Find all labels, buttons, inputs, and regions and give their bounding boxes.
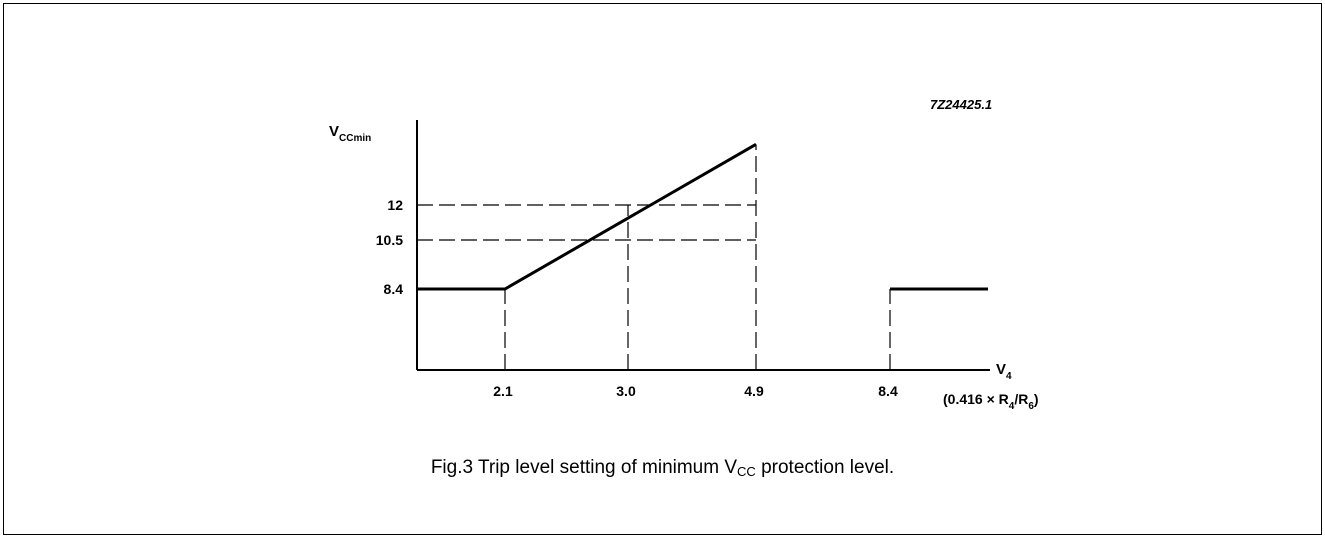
y-tick-label: 12 xyxy=(387,197,403,213)
y-axis-label: VCCmin xyxy=(329,123,371,144)
x-tick-label: 2.1 xyxy=(493,383,513,399)
figure-frame xyxy=(3,3,1322,535)
x-axis-label: V4 xyxy=(996,361,1012,382)
y-tick-label: 10.5 xyxy=(376,232,403,248)
y-tick-label: 8.4 xyxy=(384,281,404,297)
figure-code: 7Z24425.1 xyxy=(930,97,992,112)
x-tick-label: 4.9 xyxy=(744,383,764,399)
series-segment-1 xyxy=(417,143,757,291)
y-tick-labels: 12 10.5 8.4 xyxy=(376,197,403,297)
x-axis-formula: (0.416 × R4/R6) xyxy=(943,391,1039,412)
series-lines xyxy=(417,143,988,291)
x-tick-labels: 2.1 3.0 4.9 8.4 xyxy=(493,383,898,399)
x-tick-label: 3.0 xyxy=(616,383,636,399)
figure-caption: Fig.3 Trip level setting of minimum VCC … xyxy=(430,457,895,479)
x-tick-label: 8.4 xyxy=(878,383,898,399)
guide-lines xyxy=(417,144,891,370)
